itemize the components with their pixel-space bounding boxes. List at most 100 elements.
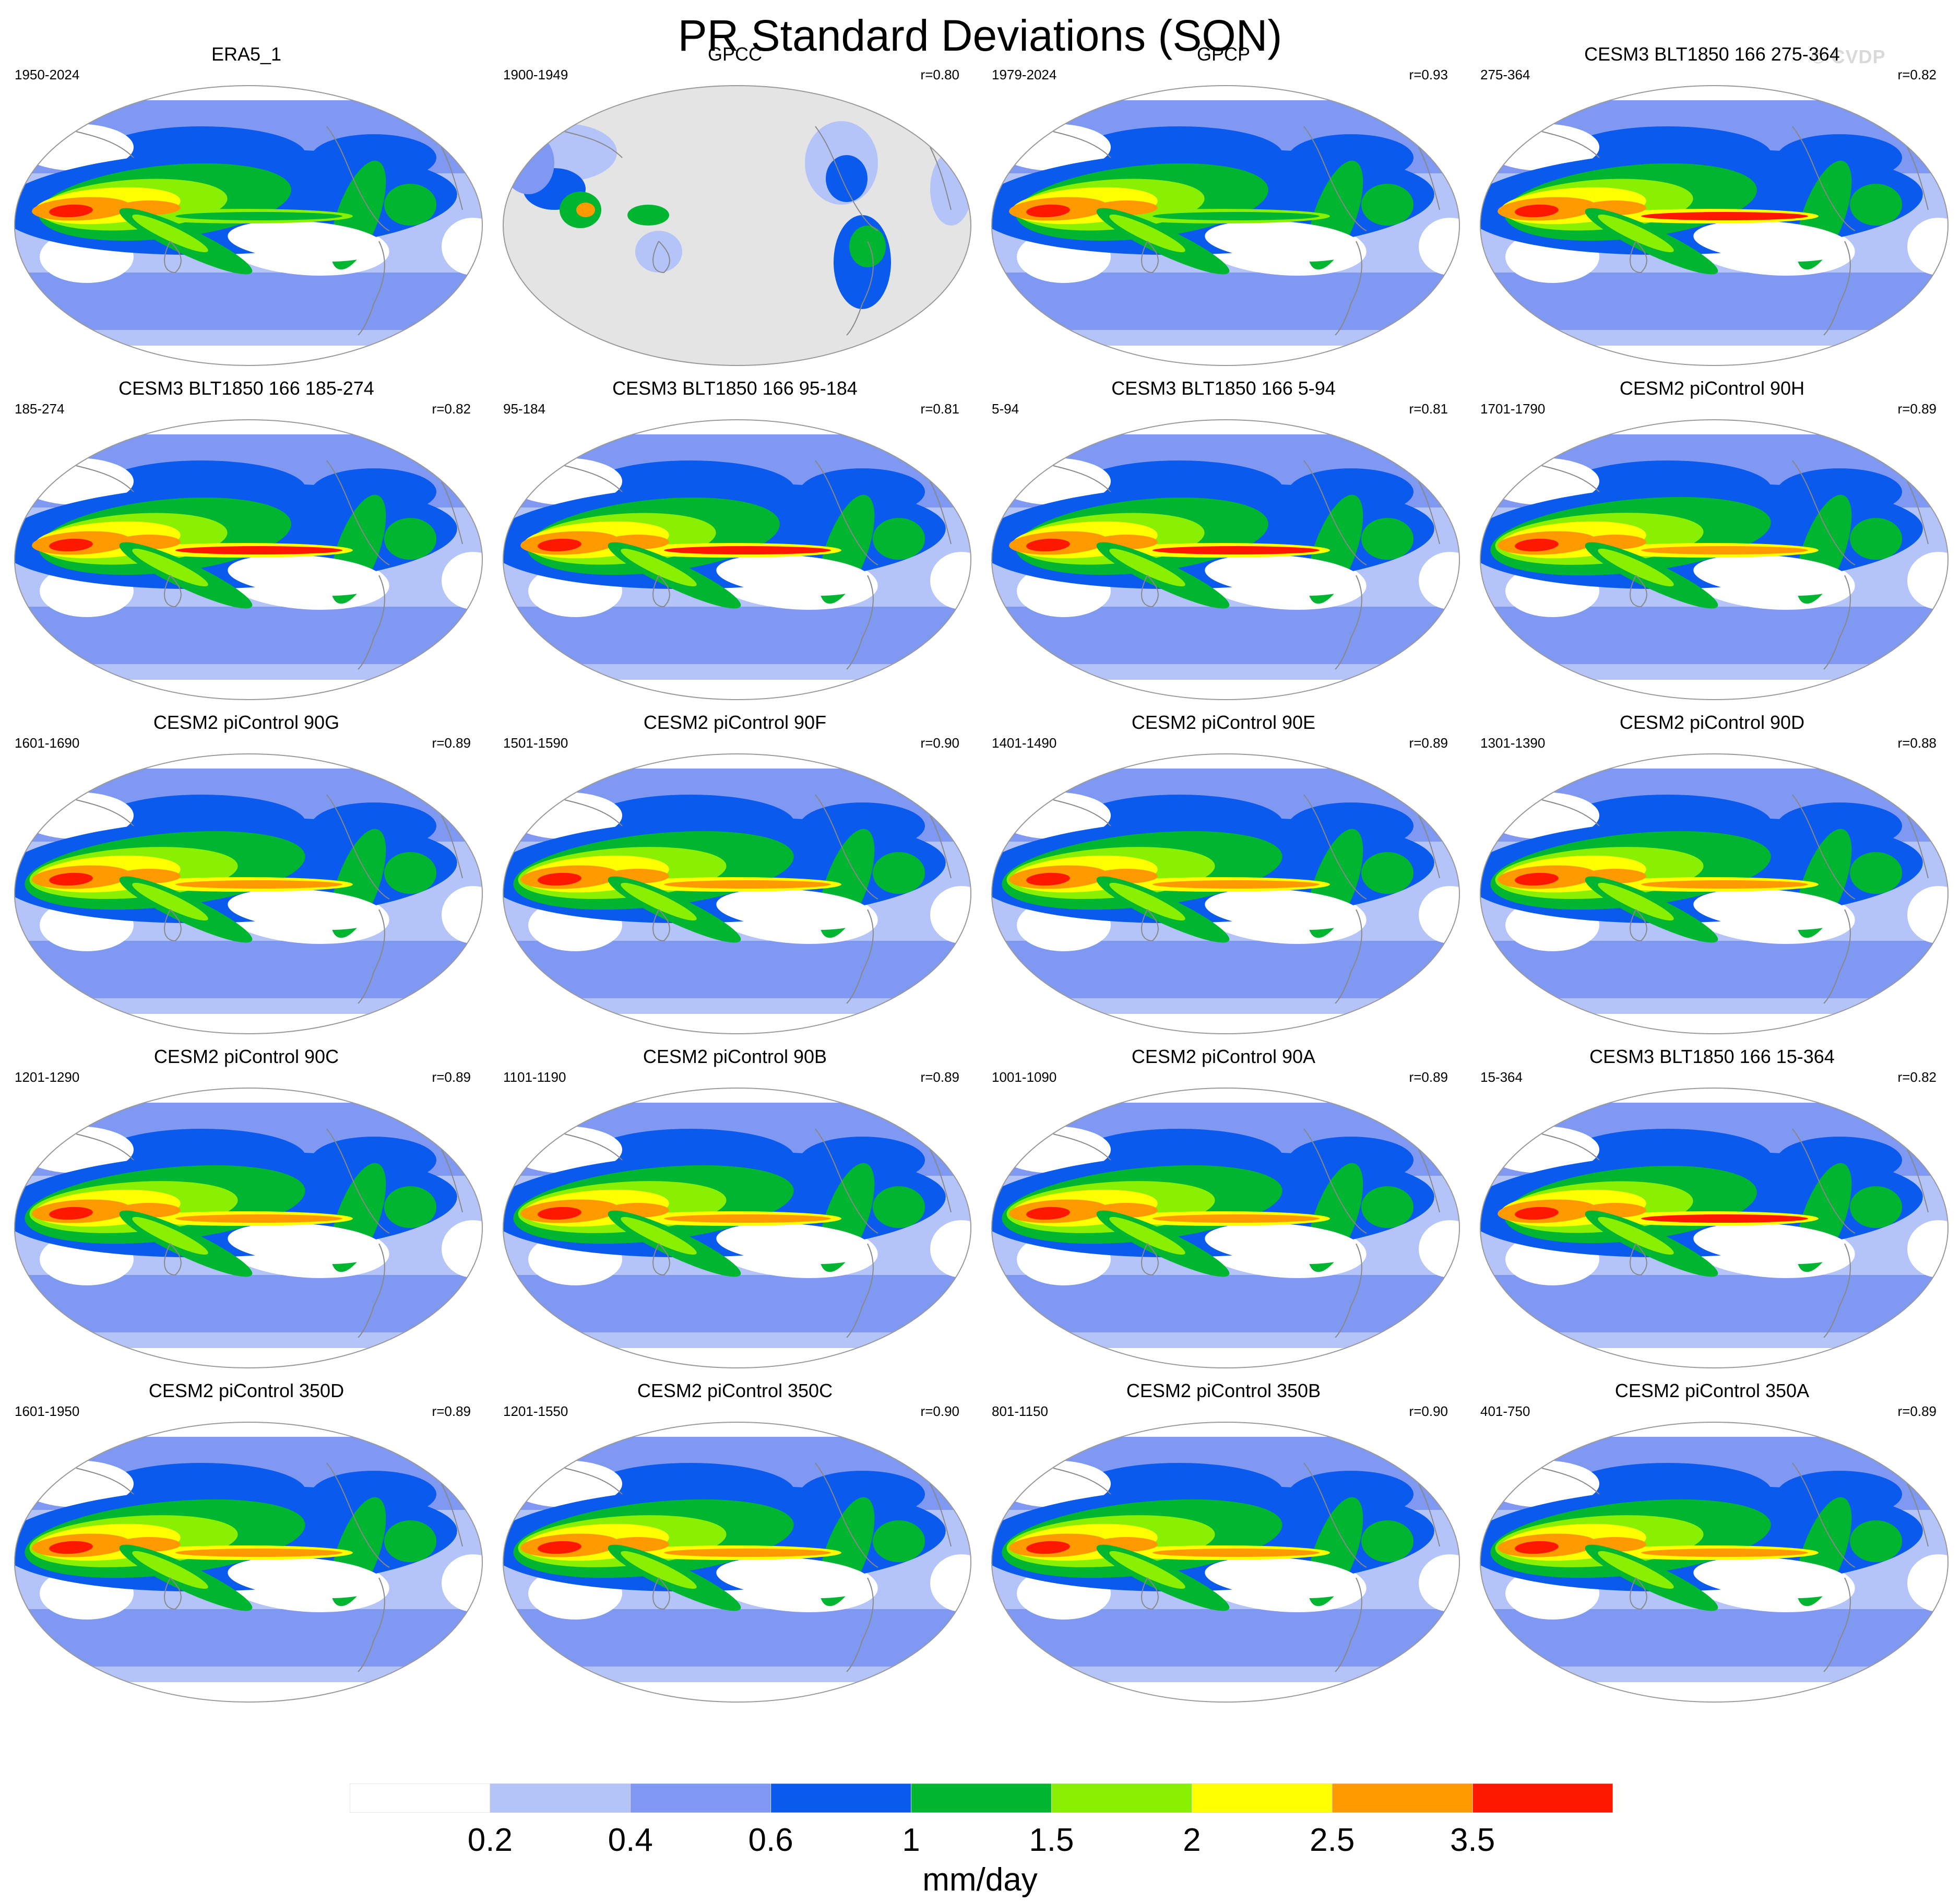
panel-period: 1201-1290 xyxy=(15,1069,80,1085)
panel-period: 95-184 xyxy=(503,401,545,417)
panel-period: 1601-1950 xyxy=(15,1403,80,1419)
panel-title: CESM3 BLT1850 166 185-274 xyxy=(118,377,374,399)
map-panel: GPCC 1900-1949 r=0.80 xyxy=(495,43,975,367)
panel-correlation: r=0.89 xyxy=(1897,401,1937,417)
precip-map xyxy=(991,753,1460,1034)
panel-correlation: r=0.90 xyxy=(920,1403,959,1419)
precip-map xyxy=(991,1422,1460,1703)
panel-correlation: r=0.88 xyxy=(1897,735,1937,751)
map-panel: CESM2 piControl 90D 1301-1390 r=0.88 xyxy=(1472,711,1952,1035)
map-panel: ERA5_1 1950-2024 xyxy=(6,43,486,367)
panel-correlation: r=0.81 xyxy=(1409,401,1448,417)
panel-correlation: r=0.89 xyxy=(432,1403,471,1419)
panel-correlation: r=0.89 xyxy=(432,735,471,751)
panel-title: CESM2 piControl 90C xyxy=(153,1046,339,1067)
precip-map xyxy=(991,1088,1460,1368)
panel-period: 1301-1390 xyxy=(1480,735,1546,751)
colorbar-tick-label: 0.4 xyxy=(608,1822,653,1858)
precip-map xyxy=(14,85,483,366)
precip-map xyxy=(503,85,971,366)
map-panel: CESM2 piControl 350D 1601-1950 r=0.89 xyxy=(6,1379,486,1703)
map-panel: CESM2 piControl 90G 1601-1690 r=0.89 xyxy=(6,711,486,1035)
colorbar xyxy=(350,1783,1613,1813)
colorbar-tick-label: 1.5 xyxy=(1029,1822,1074,1858)
panel-period: 185-274 xyxy=(15,401,65,417)
panel-title: GPCC xyxy=(707,43,762,65)
colorbar-tick-label: 0.2 xyxy=(467,1822,513,1858)
panel-correlation: r=0.89 xyxy=(1897,1403,1937,1419)
panel-title: CESM2 piControl 350A xyxy=(1614,1380,1810,1401)
panel-period: 15-364 xyxy=(1480,1069,1523,1085)
map-panel: CESM3 BLT1850 166 185-274 185-274 r=0.82 xyxy=(6,377,486,701)
panel-title: CESM3 BLT1850 166 15-364 xyxy=(1589,1046,1835,1067)
panel-title: CESM3 BLT1850 166 5-94 xyxy=(1111,377,1336,399)
panel-correlation: r=0.89 xyxy=(1409,1069,1448,1085)
colorbar-swatch xyxy=(1191,1783,1333,1813)
precip-map xyxy=(14,419,483,700)
panel-correlation: r=0.80 xyxy=(920,67,959,82)
colorbar-swatch xyxy=(350,1783,491,1813)
map-panel: CESM2 piControl 90B 1101-1190 r=0.89 xyxy=(495,1045,975,1369)
map-panel: CESM2 piControl 90H 1701-1790 r=0.89 xyxy=(1472,377,1952,701)
colorbar-tick-label: 1 xyxy=(902,1822,920,1858)
colorbar-swatch xyxy=(1472,1783,1613,1813)
precip-map xyxy=(1480,85,1949,366)
panel-title: CESM2 piControl 90F xyxy=(643,712,827,733)
panel-title: ERA5_1 xyxy=(211,43,282,65)
figure-title: PR Standard Deviations (SON) xyxy=(678,11,1282,60)
panel-title: CESM2 piControl 350B xyxy=(1126,1380,1321,1401)
panel-title: GPCP xyxy=(1196,43,1251,65)
colorbar-swatch xyxy=(1332,1783,1473,1813)
precip-map xyxy=(991,85,1460,366)
precip-map xyxy=(1480,419,1949,700)
map-panel: GPCP 1979-2024 r=0.93 xyxy=(983,43,1464,367)
panel-period: 1601-1690 xyxy=(15,735,80,751)
panel-period: 1001-1090 xyxy=(992,1069,1057,1085)
map-panel: CESM3 BLT1850 166 5-94 5-94 r=0.81 xyxy=(983,377,1464,701)
colorbar-tick-label: 2.5 xyxy=(1310,1822,1355,1858)
colorbar-tick-label: 0.6 xyxy=(748,1822,793,1858)
panel-title: CESM3 BLT1850 166 95-184 xyxy=(612,377,858,399)
colorbar-units: mm/day xyxy=(922,1862,1038,1898)
panel-correlation: r=0.89 xyxy=(1409,735,1448,751)
panel-correlation: r=0.81 xyxy=(920,401,959,417)
precip-map xyxy=(503,1088,971,1368)
panel-correlation: r=0.89 xyxy=(432,1069,471,1085)
panel-period: 1201-1550 xyxy=(503,1403,568,1419)
precip-map xyxy=(14,1422,483,1703)
panel-title: CESM2 piControl 90D xyxy=(1619,712,1805,733)
cvdp-watermark: © CVDP xyxy=(1811,46,1886,67)
panel-correlation: r=0.89 xyxy=(920,1069,959,1085)
map-panel: CESM2 piControl 90F 1501-1590 r=0.90 xyxy=(495,711,975,1035)
map-panel: CESM3 BLT1850 166 15-364 15-364 r=0.82 xyxy=(1472,1045,1952,1369)
precip-map xyxy=(1480,753,1949,1034)
map-panel: CESM3 BLT1850 166 275-364 275-364 r=0.82 xyxy=(1472,43,1952,367)
map-panel: CESM2 piControl 90C 1201-1290 r=0.89 xyxy=(6,1045,486,1369)
panel-title: CESM3 BLT1850 166 275-364 xyxy=(1584,43,1840,65)
colorbar-swatch xyxy=(630,1783,771,1813)
panel-period: 1501-1590 xyxy=(503,735,568,751)
panel-title: CESM2 piControl 90E xyxy=(1131,712,1316,733)
panel-period: 401-750 xyxy=(1480,1403,1530,1419)
colorbar-swatch xyxy=(770,1783,912,1813)
panel-correlation: r=0.82 xyxy=(432,401,471,417)
map-panel: CESM2 piControl 350A 401-750 r=0.89 xyxy=(1472,1379,1952,1703)
map-panel: CESM2 piControl 90A 1001-1090 r=0.89 xyxy=(983,1045,1464,1369)
panel-correlation: r=0.93 xyxy=(1409,67,1448,82)
panel-period: 1101-1190 xyxy=(503,1069,566,1085)
precip-map xyxy=(1480,1088,1949,1368)
map-panel: CESM2 piControl 90E 1401-1490 r=0.89 xyxy=(983,711,1464,1035)
colorbar-swatch xyxy=(911,1783,1052,1813)
panel-period: 1701-1790 xyxy=(1480,401,1546,417)
panel-title: CESM2 piControl 350D xyxy=(148,1380,345,1401)
map-panel: CESM2 piControl 350B 801-1150 r=0.90 xyxy=(983,1379,1464,1703)
colorbar-tick-label: 3.5 xyxy=(1450,1822,1495,1858)
precip-map xyxy=(503,419,971,700)
panel-correlation: r=0.82 xyxy=(1897,67,1937,82)
panel-period: 1950-2024 xyxy=(15,67,80,82)
precip-map xyxy=(503,1422,971,1703)
panel-title: CESM2 piControl 90G xyxy=(153,712,340,733)
colorbar-swatch xyxy=(1051,1783,1192,1813)
panel-title: CESM2 piControl 90B xyxy=(643,1046,827,1067)
precip-map xyxy=(991,419,1460,700)
